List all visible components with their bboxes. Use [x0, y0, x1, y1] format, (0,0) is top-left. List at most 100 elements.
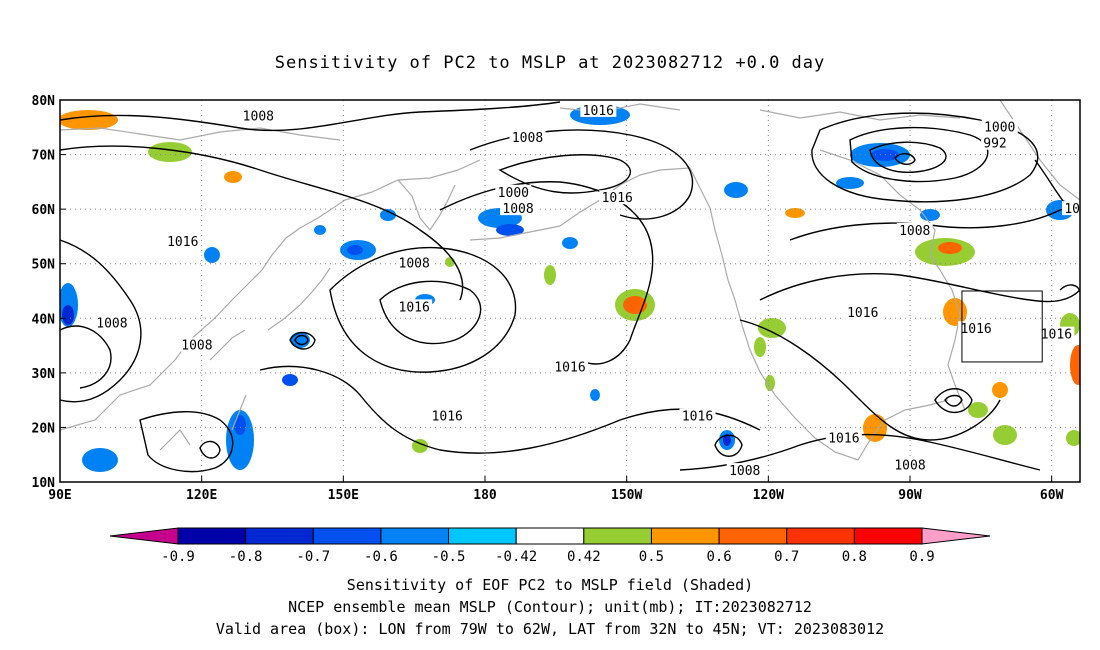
colorbar-tick-label: -0.7 — [296, 549, 330, 565]
sensitivity-shading-patch — [590, 389, 600, 401]
sensitivity-shading-patch — [992, 382, 1008, 398]
colorbar-segment — [515, 527, 585, 545]
isobar-line — [811, 112, 1039, 203]
isobar-line — [259, 365, 761, 454]
colorbar-segment — [786, 527, 855, 545]
contour-label-background — [178, 337, 215, 352]
sensitivity-shading-patch — [1066, 430, 1080, 446]
coastline-path — [857, 399, 949, 461]
coastline-path — [159, 394, 247, 451]
coastline-path — [60, 127, 341, 141]
contour-label: 1016 — [167, 235, 198, 250]
axis-ticks: 90E 120E 150E 180 150W 120W 90W 60W 80N 70N 60N 50N… — [32, 94, 1064, 503]
colorbar-segment — [380, 527, 450, 545]
sensitivity-shading-patch — [380, 209, 396, 221]
colorbar-tick-label: -0.42 — [495, 549, 537, 565]
contour-label-background — [599, 190, 636, 205]
sensitivity-shading-patch — [347, 245, 363, 255]
sensitivity-shading-patch — [62, 305, 74, 325]
contour-label-background — [892, 457, 928, 472]
contour-label: 1016 — [847, 306, 878, 321]
colorbar-segment — [177, 527, 247, 545]
sensitivity-shading-patch — [314, 225, 326, 235]
sensitivity-shading-patch — [496, 224, 524, 236]
sensitivity-shading-patch — [920, 209, 940, 221]
lat-tick-label: 50N — [32, 258, 56, 273]
sensitivity-shading-patch — [290, 332, 310, 348]
sensitivity-shading-patch — [785, 208, 805, 218]
contour-label-background — [1038, 326, 1075, 341]
isobar-line — [894, 153, 916, 165]
contour-label: 1016 — [399, 300, 430, 315]
isobar-line — [739, 319, 1001, 441]
lon-tick-label: 90W — [898, 488, 922, 503]
sensitivity-shading-patch — [562, 237, 578, 249]
coastline-path — [689, 167, 859, 461]
contour-label: 1016 — [583, 104, 614, 119]
lat-tick-label: 70N — [32, 149, 56, 164]
colorbar-segment — [853, 527, 923, 545]
coastline-path — [469, 167, 691, 241]
map-frame — [59, 99, 1081, 483]
contour-label-background — [981, 135, 1009, 150]
isobar-line — [498, 154, 632, 194]
sensitivity-shading-patch — [1070, 345, 1080, 385]
contour-label-background — [981, 119, 1018, 134]
contour-labels: 1008 101610081000992100010081016101610081… — [93, 102, 1080, 479]
contour-label-background — [495, 184, 532, 199]
colorbar-segment — [718, 527, 788, 545]
coastlines — [60, 100, 1080, 461]
coastline-path — [819, 149, 941, 271]
sensitivity-shading-patch — [863, 414, 887, 442]
coastline-path — [209, 329, 246, 361]
contour-label: 1016 — [602, 191, 633, 206]
colorbar-tick-label: 0.8 — [842, 549, 867, 565]
contour-label: 1008 — [899, 224, 930, 239]
contour-label: 1000 — [984, 120, 1015, 135]
colorbar: -0.9 -0.8 -0.7 -0.6 -0.5 -0.42 0.42 0.5 0.6 0.7 0.… — [109, 527, 991, 565]
lat-tick-label: 60N — [32, 203, 56, 218]
coastline-path — [60, 159, 481, 431]
lat-tick-label: 40N — [32, 312, 56, 327]
valid-area-box — [961, 290, 1043, 363]
footer-line-3: Valid area (box): LON from 79W to 62W, L… — [216, 620, 884, 638]
colorbar-tick-label: -0.5 — [432, 549, 466, 565]
contour-label-background — [1062, 201, 1080, 216]
isobar-line — [294, 334, 309, 346]
colorbar-tick-label: -0.8 — [229, 549, 263, 565]
colorbar-tick-label: 0.9 — [909, 549, 934, 565]
lon-tick-label: 120E — [186, 488, 217, 503]
sensitivity-shading-patch — [943, 298, 967, 326]
isobar-line — [714, 434, 743, 457]
sensitivity-shading-patch — [968, 402, 988, 418]
sensitivity-shading-patch — [282, 374, 298, 386]
contour-label: 1008 — [181, 339, 212, 354]
contour-label: 1008 — [243, 109, 274, 124]
contour-label-background — [164, 233, 201, 248]
sensitivity-shading-patch — [82, 448, 118, 472]
contour-label-background — [896, 222, 933, 237]
isobar-line — [329, 246, 517, 373]
coastline-path — [559, 103, 961, 121]
contour-label: 1016 — [432, 410, 463, 425]
sensitivity-shading-patch — [60, 110, 118, 130]
contour-label-background — [679, 408, 716, 423]
contour-label-background — [240, 108, 277, 123]
sensitivity-shading-patch — [544, 265, 556, 285]
isobar-line — [439, 181, 654, 365]
contour-label-background — [509, 130, 546, 145]
map-panel: 1008 101610081000992100010081016101610081… — [32, 94, 1081, 503]
lat-tick-label: 10N — [32, 476, 56, 491]
lon-tick-label: 150W — [611, 488, 642, 503]
contour-label-background — [958, 321, 995, 336]
map-title: Sensitivity of PC2 to MSLP at 2023082712… — [275, 53, 826, 73]
contour-label: 1008 — [729, 464, 760, 479]
colorbar-min-extension — [109, 527, 179, 545]
coastline-path — [397, 179, 456, 232]
colorbar-segment — [650, 527, 720, 545]
contour-label: 1008 — [502, 202, 533, 217]
contour-label-background — [396, 255, 433, 270]
isobar-line — [289, 331, 316, 350]
contour-label-background — [844, 304, 881, 319]
